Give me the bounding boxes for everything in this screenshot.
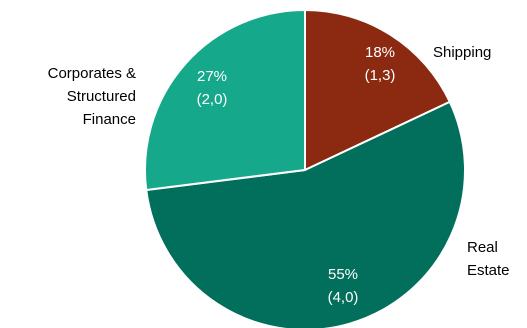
- slice-value-label: 27%: [197, 68, 227, 85]
- pie-slices: [144, 8, 466, 328]
- slice-category-label: Real Estate: [467, 239, 510, 279]
- pie-labels: Shipping 18% (1,3) Real Estate 55% (4,0) Corpor…: [48, 44, 510, 306]
- slice-count-label: (1,3): [365, 67, 396, 84]
- pie-slice-2: [144, 8, 306, 192]
- slice-count-label: (4,0): [328, 289, 359, 306]
- slice-value-label: 55%: [328, 266, 358, 283]
- pie-slice-0: [304, 8, 452, 172]
- slice-value-label: 18%: [365, 44, 395, 61]
- pie-slice-1: [145, 100, 466, 328]
- slice-count-label: (2,0): [197, 91, 228, 108]
- slice-category-label: Shipping: [433, 44, 491, 61]
- slice-category-label: Corporates & Structured Finance: [48, 65, 136, 128]
